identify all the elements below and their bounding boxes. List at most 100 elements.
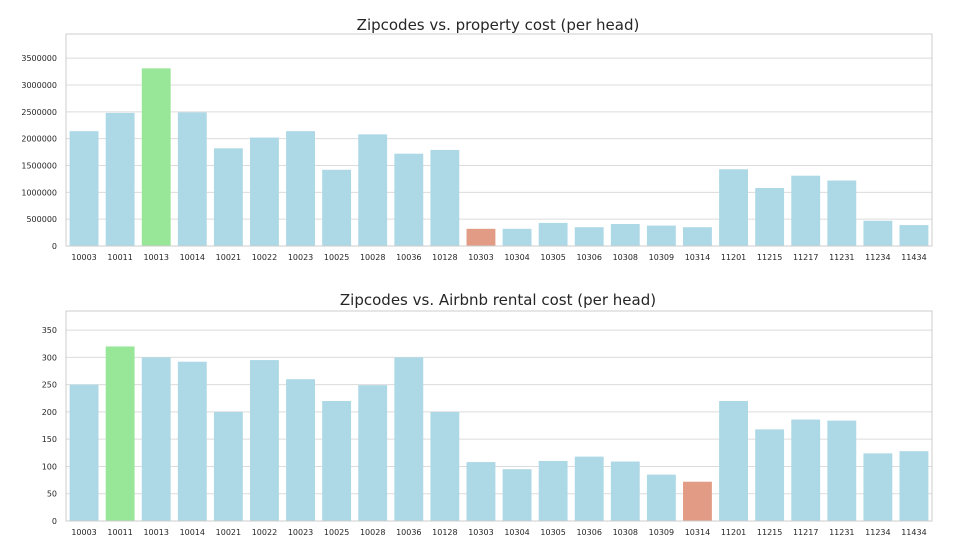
bar-10036 — [394, 357, 424, 521]
bars — [69, 346, 929, 521]
bar-10028 — [358, 385, 388, 521]
y-tick-label: 200 — [42, 408, 57, 417]
y-tick-label: 150 — [42, 435, 57, 444]
property-cost-chart: Zipcodes vs. property cost (per head) 0 5… — [21, 16, 933, 262]
x-tick-label: 10022 — [252, 528, 277, 537]
bar-10306 — [574, 227, 604, 246]
chart-title: Zipcodes vs. property cost (per head) — [357, 16, 640, 34]
x-tick-label: 11217 — [793, 528, 818, 537]
bar-10014 — [177, 361, 207, 521]
x-tick-label: 10308 — [613, 528, 638, 537]
y-tick-label: 50 — [47, 490, 57, 499]
bars — [69, 68, 929, 246]
x-tick-label: 10021 — [216, 253, 241, 262]
y-tick-label: 300 — [42, 353, 57, 362]
x-tick-label: 10306 — [576, 528, 601, 537]
x-tick-label: 10309 — [649, 253, 674, 262]
gridlines — [66, 57, 932, 220]
x-tick-label: 10308 — [613, 253, 638, 262]
bar-11234 — [863, 220, 893, 246]
x-tick-label: 10304 — [504, 528, 529, 537]
x-tick-label: 10128 — [432, 253, 457, 262]
x-tick-label: 10011 — [107, 528, 132, 537]
x-tick-label: 10028 — [360, 253, 385, 262]
bar-10303 — [466, 462, 496, 521]
bar-10306 — [574, 456, 604, 521]
x-tick-label: 10305 — [540, 253, 565, 262]
y-tick-label: 2500000 — [21, 108, 57, 117]
bar-11231 — [827, 420, 857, 521]
x-tick-label: 11201 — [721, 528, 746, 537]
bar-10013 — [141, 68, 171, 246]
bar-10023 — [286, 131, 315, 246]
x-tick-label: 10306 — [576, 253, 601, 262]
y-tick-label: 3500000 — [21, 54, 57, 63]
x-tick-label: 10303 — [468, 253, 493, 262]
y-tick-label: 1000000 — [21, 188, 57, 197]
plot-frame — [65, 310, 933, 522]
x-tick-label: 11215 — [757, 528, 782, 537]
bar-11215 — [755, 188, 785, 246]
bar-11215 — [755, 429, 785, 521]
gridlines — [66, 329, 932, 495]
x-tick-label: 10023 — [288, 528, 313, 537]
bar-10314 — [683, 481, 712, 521]
bar-11217 — [791, 175, 821, 246]
bar-10309 — [646, 474, 676, 521]
x-tick-label: 10314 — [685, 253, 710, 262]
bar-10021 — [213, 148, 243, 246]
bar-10013 — [141, 357, 171, 521]
x-tick-label: 10014 — [180, 253, 205, 262]
bar-11231 — [827, 180, 857, 246]
x-tick-label: 10028 — [360, 528, 385, 537]
y-tick-label: 250 — [42, 381, 57, 390]
x-tick-label: 11215 — [757, 253, 782, 262]
x-tick-label: 11231 — [829, 528, 854, 537]
plot-frame — [65, 33, 933, 247]
x-tick-label: 10314 — [685, 528, 710, 537]
x-tick-label: 11217 — [793, 253, 818, 262]
bar-10309 — [646, 225, 676, 246]
x-tick-label: 10023 — [288, 253, 313, 262]
y-tick-label: 0 — [52, 242, 57, 251]
bar-10303 — [466, 228, 496, 246]
x-tick-label: 11434 — [901, 528, 926, 537]
bar-11234 — [863, 453, 893, 521]
rental-cost-chart: Zipcodes vs. Airbnb rental cost (per hea… — [42, 291, 933, 537]
x-tick-label: 10304 — [504, 253, 529, 262]
x-tick-label: 10003 — [71, 253, 96, 262]
bar-10011 — [105, 112, 135, 246]
bar-10128 — [430, 149, 460, 246]
x-tick-label: 10025 — [324, 528, 349, 537]
x-tick-label: 10011 — [107, 253, 132, 262]
x-tick-label: 10309 — [649, 528, 674, 537]
bar-10308 — [610, 223, 640, 246]
x-tick-label: 10021 — [216, 528, 241, 537]
x-tick-label: 10036 — [396, 528, 421, 537]
bar-10308 — [610, 461, 640, 521]
x-tick-label: 10303 — [468, 528, 493, 537]
y-tick-label: 3000000 — [21, 81, 57, 90]
bar-10305 — [538, 222, 568, 246]
y-tick-label: 500000 — [26, 215, 57, 224]
bar-10314 — [683, 227, 712, 246]
chart-title: Zipcodes vs. Airbnb rental cost (per hea… — [340, 291, 656, 309]
bar-10036 — [394, 153, 424, 246]
y-tick-label: 350 — [42, 326, 57, 335]
bar-10011 — [105, 346, 135, 521]
bar-11217 — [791, 419, 821, 521]
bar-10003 — [69, 131, 99, 246]
bar-10014 — [177, 112, 207, 246]
y-tick-label: 0 — [52, 517, 57, 526]
bar-10304 — [502, 228, 532, 246]
bar-10022 — [250, 360, 279, 521]
x-tick-label: 10305 — [540, 528, 565, 537]
bar-10025 — [322, 169, 352, 246]
y-tick-label: 1500000 — [21, 161, 57, 170]
bar-10304 — [502, 469, 532, 521]
bar-10022 — [250, 137, 279, 246]
bar-10025 — [322, 401, 352, 521]
bar-11434 — [899, 451, 929, 521]
